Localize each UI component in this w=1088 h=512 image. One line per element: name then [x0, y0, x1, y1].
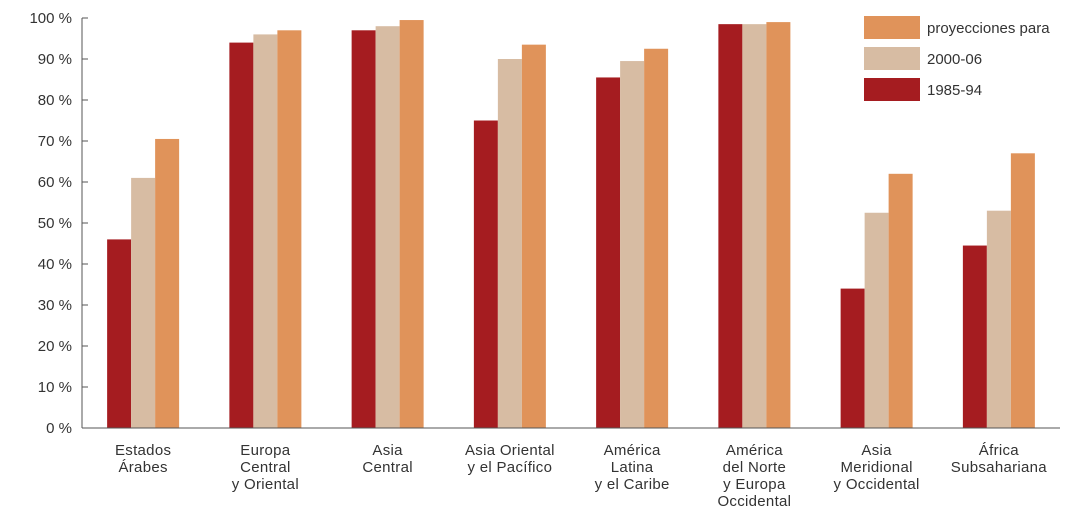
legend-swatch [864, 78, 920, 101]
bar-2000-06-6 [864, 212, 889, 428]
x-category-label: África [979, 442, 1019, 459]
bar-proyecciones-para-3 [521, 44, 546, 429]
x-category-label: Árabes [118, 459, 167, 476]
legend-label: 1985-94 [927, 82, 982, 99]
x-category-label: y el Pacífico [467, 459, 552, 476]
bar-proyecciones-para-6 [888, 173, 913, 428]
bar-2000-06-7 [986, 210, 1011, 428]
x-category-label: y el Caribe [595, 476, 670, 493]
y-axis: 0 % 10 % 20 % 30 % 40 % 50 % 60 % 70 % 80 % 90 % 1… [29, 10, 88, 437]
bar-1985-94-7 [962, 245, 987, 428]
x-category-label: Europa [240, 442, 291, 459]
x-category-label: y Europa [723, 476, 786, 493]
bar-1985-94-4 [596, 77, 621, 428]
bar-proyecciones-para-4 [644, 48, 669, 428]
y-tick-label: 10 % [38, 379, 72, 396]
legend-swatch [864, 16, 920, 39]
bars [107, 20, 1035, 429]
y-tick-label: 60 % [38, 174, 72, 191]
x-category-label: Asia [861, 442, 892, 459]
bar-proyecciones-para-1 [277, 30, 302, 429]
bar-2000-06-0 [131, 177, 156, 428]
bar-2000-06-3 [497, 59, 522, 428]
x-category-label: Central [240, 459, 290, 476]
legend-label: proyecciones para [927, 20, 1050, 37]
bar-proyecciones-para-2 [399, 20, 424, 429]
bar-1985-94-0 [107, 239, 132, 428]
legend-label: 2000-06 [927, 51, 982, 68]
y-tick-label: 80 % [38, 92, 72, 109]
x-category-label: Subsahariana [951, 459, 1048, 476]
x-category-label: Asia [372, 442, 403, 459]
y-tick-label: 20 % [38, 338, 72, 355]
bar-2000-06-4 [620, 61, 645, 429]
y-tick-label: 40 % [38, 256, 72, 273]
x-category-label: Occidental [717, 493, 791, 510]
x-category-label: Asia Oriental [465, 442, 555, 459]
bar-2000-06-2 [375, 26, 400, 428]
y-tick-label: 0 % [46, 420, 72, 437]
x-category-label: Meridional [841, 459, 913, 476]
x-category-label: y Oriental [232, 476, 299, 493]
bar-2000-06-1 [253, 34, 278, 429]
bar-1985-94-5 [718, 24, 743, 429]
x-category-label: América [726, 442, 783, 459]
bar-proyecciones-para-7 [1010, 153, 1035, 429]
x-category-label: y Occidental [834, 476, 920, 493]
bar-1985-94-6 [840, 288, 865, 428]
bar-proyecciones-para-5 [766, 22, 791, 428]
x-category-label: América [604, 442, 661, 459]
y-tick-label: 70 % [38, 133, 72, 150]
x-category-label: Estados [115, 442, 171, 459]
legend: proyecciones para 2000-06 1985-94 [864, 16, 1050, 101]
bar-2000-06-5 [742, 24, 767, 429]
x-category-label: Central [362, 459, 412, 476]
y-tick-label: 30 % [38, 297, 72, 314]
x-category-label: del Norte [723, 459, 787, 476]
bar-1985-94-2 [351, 30, 376, 429]
x-category-label: Latina [611, 459, 654, 476]
bar-1985-94-3 [473, 120, 498, 428]
bar-proyecciones-para-0 [155, 138, 180, 428]
y-tick-label: 100 % [29, 10, 72, 27]
legend-swatch [864, 47, 920, 70]
y-tick-label: 50 % [38, 215, 72, 232]
bar-1985-94-1 [229, 42, 254, 428]
y-tick-label: 90 % [38, 51, 72, 68]
